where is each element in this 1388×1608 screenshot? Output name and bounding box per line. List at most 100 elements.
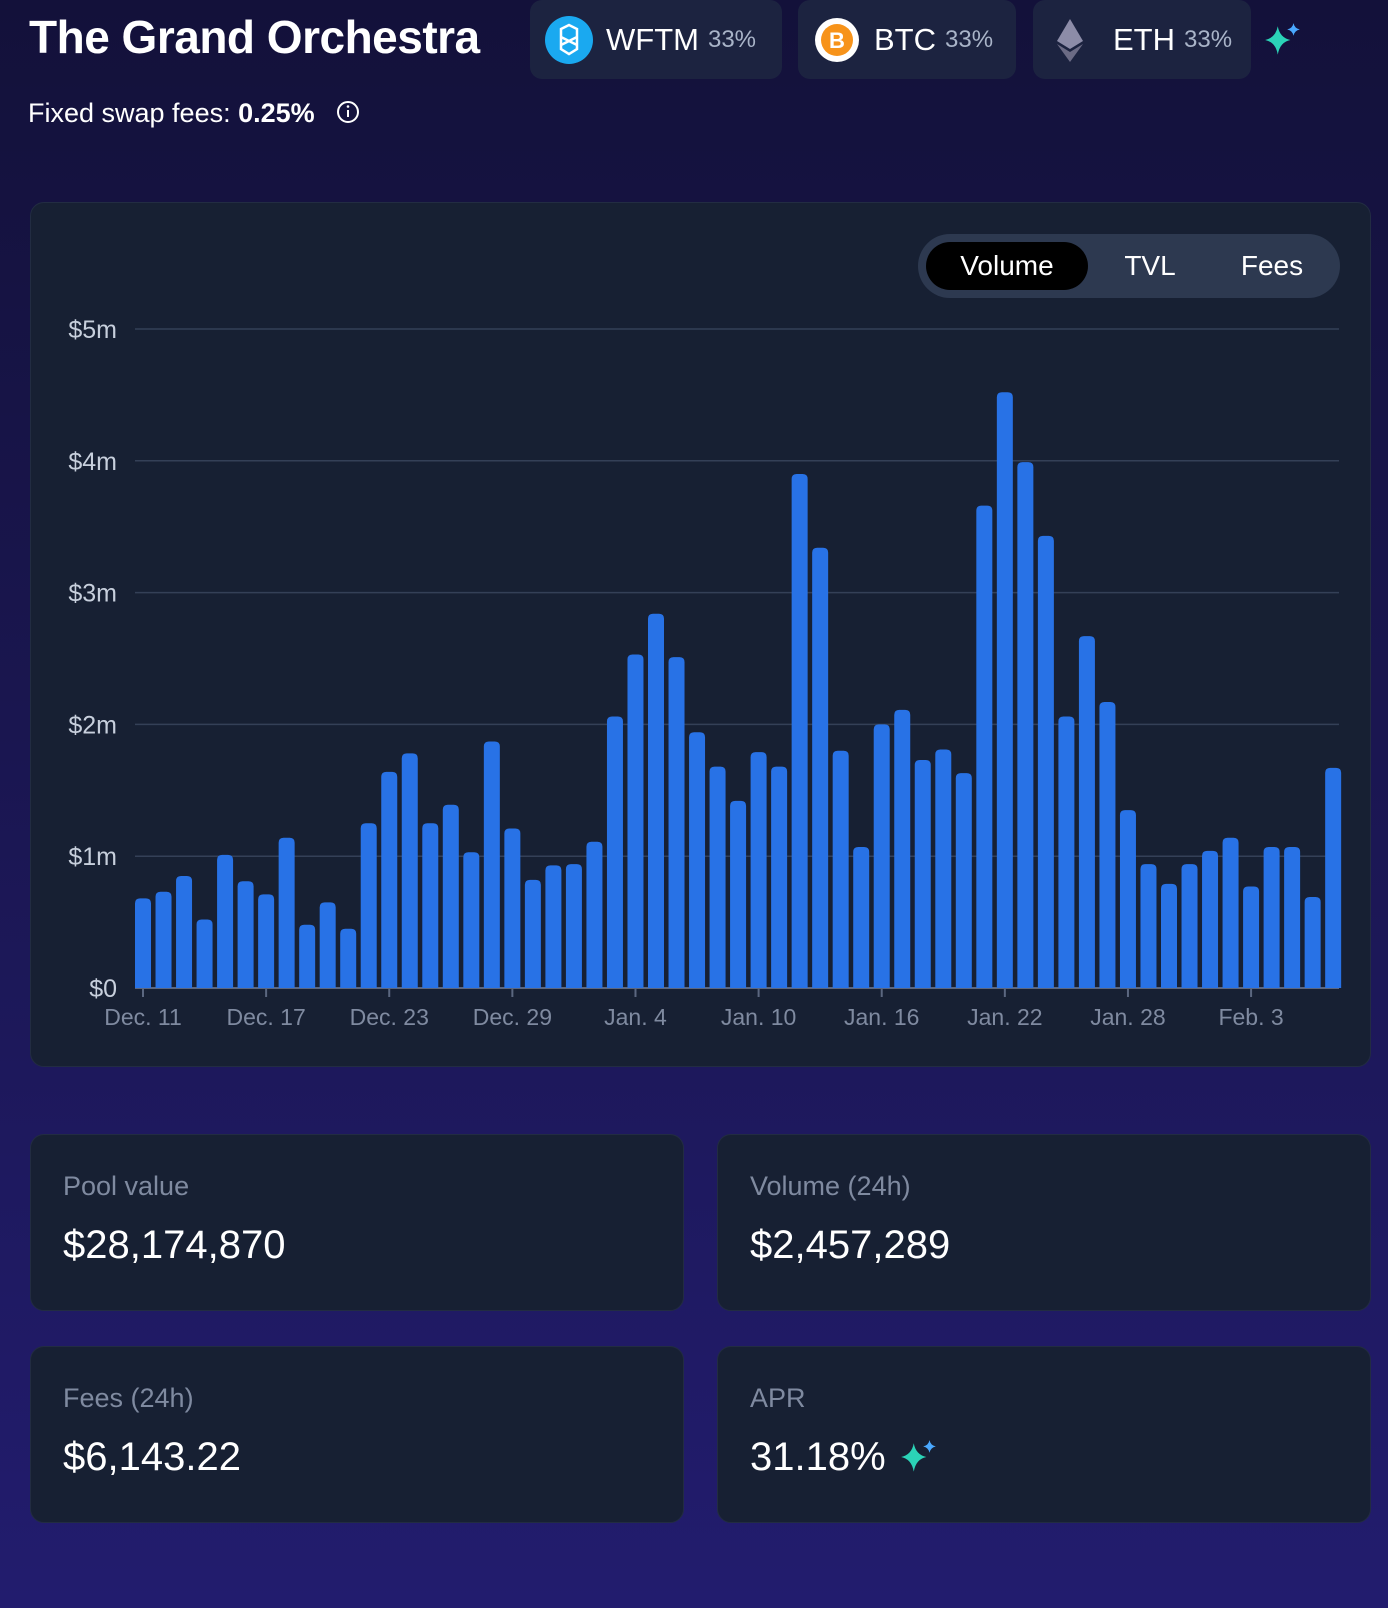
- bar: [340, 928, 357, 988]
- y-tick-label: $1m: [68, 843, 117, 871]
- chart-card: $0 $1m $2m $3m $4m $5m Dec. 11 Dec. 17 Dec. 23 De…: [30, 202, 1371, 1067]
- bar: [442, 804, 459, 988]
- bar: [1140, 864, 1157, 988]
- pool-title: The Grand Orchestra: [29, 11, 480, 63]
- sparkle-icon: [1262, 20, 1304, 62]
- fees-label: Fixed swap fees:: [28, 98, 231, 128]
- bar: [196, 919, 213, 988]
- bar: [155, 891, 172, 988]
- x-tick-label: Jan. 16: [844, 1004, 919, 1030]
- svg-text:B: B: [829, 28, 845, 53]
- bar: [504, 828, 521, 988]
- token-name: ETH: [1113, 21, 1175, 57]
- bar: [545, 865, 562, 988]
- bar: [709, 766, 726, 988]
- bar: [483, 741, 500, 988]
- y-tick-label: $0: [89, 975, 117, 1003]
- bar: [750, 752, 767, 988]
- bar: [853, 846, 870, 988]
- bar: [873, 724, 890, 988]
- bar: [176, 875, 193, 988]
- x-tick-label: Jan. 10: [721, 1004, 796, 1030]
- bar: [1078, 636, 1095, 988]
- stat-label: Volume (24h): [750, 1171, 911, 1201]
- bar: [1202, 850, 1219, 988]
- apr-value: 31.18%: [750, 1435, 886, 1479]
- stat-value: $28,174,870: [63, 1223, 286, 1267]
- eth-icon: [1057, 18, 1083, 62]
- token-pill[interactable]: B BTC 33%: [798, 0, 1016, 79]
- token-weight: 33%: [1184, 25, 1233, 53]
- x-tick-label: Dec. 11: [104, 1004, 182, 1030]
- token-pill[interactable]: WFTM 33%: [530, 0, 782, 79]
- bar: [237, 881, 254, 988]
- bar: [627, 654, 644, 988]
- bar: [771, 766, 788, 988]
- bar: [1243, 886, 1260, 988]
- bar: [258, 894, 275, 988]
- bar: [935, 749, 952, 988]
- bar: [996, 392, 1013, 988]
- bar: [524, 879, 541, 988]
- bar: [278, 837, 295, 988]
- bar: [401, 753, 418, 988]
- bar: [360, 823, 377, 988]
- bar: [1181, 864, 1198, 988]
- bar: [1304, 897, 1321, 988]
- stat-card: Fees (24h) $6,143.22: [30, 1346, 684, 1523]
- x-tick-label: Jan. 22: [967, 1004, 1042, 1030]
- bar: [422, 823, 439, 988]
- swap-fees: Fixed swap fees: 0.25%: [28, 98, 360, 129]
- bar: [1017, 462, 1034, 988]
- stat-card: APR 31.18%: [717, 1346, 1371, 1523]
- stat-card: Volume (24h) $2,457,289: [717, 1134, 1371, 1311]
- tab-fees[interactable]: Fees: [1240, 250, 1304, 281]
- x-tick-label: Jan. 28: [1090, 1004, 1165, 1030]
- bar: [648, 613, 664, 988]
- sparkle-icon: [898, 1437, 940, 1479]
- bar: [832, 750, 849, 988]
- y-tick-label: $5m: [68, 316, 117, 344]
- token-weight: 33%: [945, 25, 994, 53]
- bar: [668, 657, 685, 988]
- stat-label: APR: [750, 1383, 806, 1413]
- fees-value: 0.25%: [238, 98, 315, 128]
- y-tick-label: $3m: [68, 580, 117, 608]
- info-icon[interactable]: [336, 100, 360, 124]
- bar: [812, 547, 829, 988]
- stat-card: Pool value $28,174,870: [30, 1134, 684, 1311]
- bar: [586, 841, 603, 988]
- bar: [381, 771, 398, 988]
- x-tick-label: Feb. 3: [1218, 1004, 1283, 1030]
- y-tick-label: $4m: [68, 448, 117, 476]
- x-tick-label: Dec. 17: [226, 1004, 305, 1030]
- bar: [1284, 846, 1301, 988]
- bar: [135, 898, 151, 988]
- stat-value: $2,457,289: [750, 1223, 951, 1267]
- bar: [606, 716, 623, 988]
- bar: [1325, 767, 1342, 988]
- stat-value: 31.18%: [750, 1435, 940, 1480]
- bar: [1037, 535, 1054, 988]
- x-tick-label: Dec. 23: [350, 1004, 429, 1030]
- stat-value: $6,143.22: [63, 1435, 241, 1479]
- bar: [689, 732, 706, 988]
- bar: [319, 902, 336, 988]
- tab-volume[interactable]: Volume: [926, 242, 1088, 290]
- wftm-icon: [545, 15, 593, 64]
- bar: [976, 505, 993, 988]
- stat-label: Pool value: [63, 1171, 190, 1201]
- bar: [894, 709, 911, 988]
- bar: [1222, 837, 1239, 988]
- tab-tvl[interactable]: TVL: [1124, 250, 1176, 281]
- bar: [1119, 810, 1136, 988]
- bar: [565, 864, 582, 988]
- bar: [730, 800, 747, 988]
- chart-tabs: Volume TVL Fees: [918, 234, 1340, 298]
- btc-icon: B: [815, 17, 859, 62]
- x-tick-label: Jan. 4: [604, 1004, 667, 1030]
- bar: [914, 759, 931, 988]
- token-pill[interactable]: ETH 33%: [1033, 0, 1251, 79]
- bar: [299, 924, 316, 988]
